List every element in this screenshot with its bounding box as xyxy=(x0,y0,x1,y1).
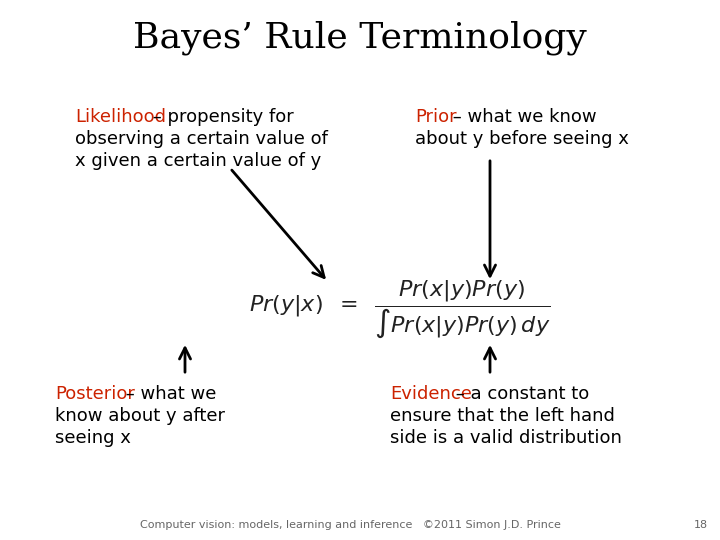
Text: $\mathit{Pr}(y|x) \;\; = \;\; \dfrac{\mathit{Pr}(x|y)\mathit{Pr}(y)}{\int \mathi: $\mathit{Pr}(y|x) \;\; = \;\; \dfrac{\ma… xyxy=(249,279,551,341)
Text: about y before seeing x: about y before seeing x xyxy=(415,130,629,148)
Text: – what we: – what we xyxy=(120,385,217,403)
Text: – a constant to: – a constant to xyxy=(450,385,589,403)
Text: seeing x: seeing x xyxy=(55,429,131,447)
Text: Likelihood: Likelihood xyxy=(75,108,166,126)
Text: ensure that the left hand: ensure that the left hand xyxy=(390,407,615,425)
Text: observing a certain value of: observing a certain value of xyxy=(75,130,328,148)
Text: – what we know: – what we know xyxy=(447,108,597,126)
Text: side is a valid distribution: side is a valid distribution xyxy=(390,429,622,447)
Text: know about y after: know about y after xyxy=(55,407,225,425)
Text: Computer vision: models, learning and inference   ©2011 Simon J.D. Prince: Computer vision: models, learning and in… xyxy=(140,520,560,530)
Text: Evidence: Evidence xyxy=(390,385,472,403)
Text: 18: 18 xyxy=(694,520,708,530)
Text: Bayes’ Rule Terminology: Bayes’ Rule Terminology xyxy=(133,21,587,55)
Text: x given a certain value of y: x given a certain value of y xyxy=(75,152,321,170)
Text: – propensity for: – propensity for xyxy=(147,108,294,126)
Text: Prior: Prior xyxy=(415,108,456,126)
Text: Posterior: Posterior xyxy=(55,385,135,403)
